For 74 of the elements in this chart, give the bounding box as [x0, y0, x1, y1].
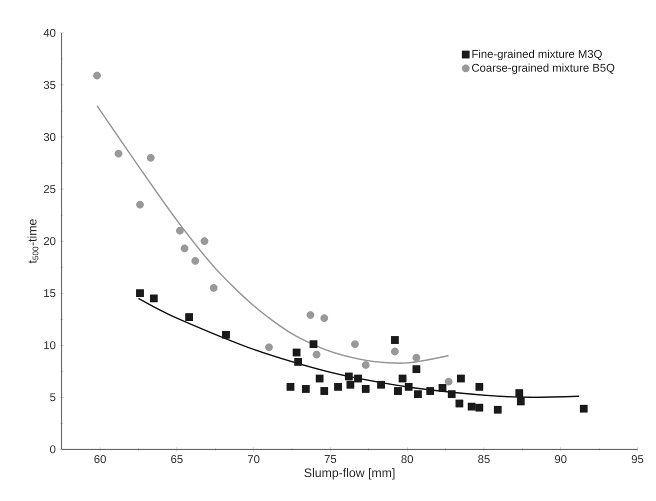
point [414, 390, 422, 398]
y-tick-label: 0 [50, 445, 56, 454]
point [191, 257, 200, 265]
x-tick-label: 60 [94, 455, 106, 464]
point [398, 374, 406, 383]
point [176, 226, 184, 235]
point [412, 365, 420, 374]
point [475, 383, 484, 391]
point [362, 385, 370, 393]
y-tick-label: 15 [44, 289, 56, 298]
point [346, 381, 354, 389]
y-tick-label: 30 [44, 133, 56, 142]
point [351, 340, 359, 348]
point [265, 344, 273, 352]
y-tick-label: 20 [44, 237, 56, 246]
point [377, 381, 385, 389]
x-tick-label: 90 [554, 455, 567, 464]
point [390, 348, 399, 356]
point [494, 406, 502, 414]
y-tick-label: 25 [44, 185, 56, 194]
point [146, 154, 155, 162]
point [312, 350, 320, 359]
legend-label: Coarse-grained mixture B5Q [472, 64, 614, 74]
point [320, 387, 328, 396]
x-tick-label: 95 [632, 455, 644, 464]
point [468, 402, 476, 411]
point [286, 383, 294, 391]
point [180, 244, 188, 252]
point [150, 294, 158, 302]
point [222, 331, 230, 339]
point [455, 400, 464, 408]
point [306, 311, 314, 320]
point [426, 387, 434, 396]
point [93, 72, 101, 80]
point [294, 358, 302, 366]
point [310, 340, 318, 348]
point [136, 200, 144, 209]
x-tick-label: 85 [478, 455, 490, 464]
point [412, 354, 420, 362]
point [515, 389, 524, 398]
point [404, 383, 413, 391]
point [316, 374, 324, 383]
point [390, 336, 399, 344]
x-axis-title: Slump-flow [mm] [304, 468, 394, 480]
x-tick-label: 65 [171, 455, 183, 464]
point [200, 237, 208, 246]
point [457, 374, 465, 383]
point [334, 383, 342, 391]
point [344, 372, 353, 380]
x-tick-label: 75 [324, 455, 336, 464]
point [354, 374, 362, 383]
x-tick-label: 80 [401, 455, 413, 464]
point [444, 378, 453, 386]
point [580, 404, 588, 413]
y-tick-label: 35 [44, 81, 56, 90]
y-tick-label: 5 [50, 393, 56, 402]
y-tick-label: 10 [44, 341, 56, 350]
point [114, 150, 122, 158]
point [475, 404, 484, 412]
point [292, 348, 301, 357]
x-tick-label: 70 [248, 455, 260, 464]
legend-label: Fine-grained mixture M3Q [472, 50, 602, 60]
y-axis-title: t$_{500}$-time [28, 219, 38, 264]
point [362, 361, 370, 370]
point [320, 314, 328, 322]
point [516, 398, 525, 406]
point [394, 387, 402, 396]
point [448, 390, 456, 398]
point [136, 289, 144, 298]
point [302, 385, 310, 393]
point [438, 384, 446, 392]
point [185, 313, 194, 322]
point [210, 284, 218, 292]
y-tick-label: 40 [44, 29, 56, 38]
